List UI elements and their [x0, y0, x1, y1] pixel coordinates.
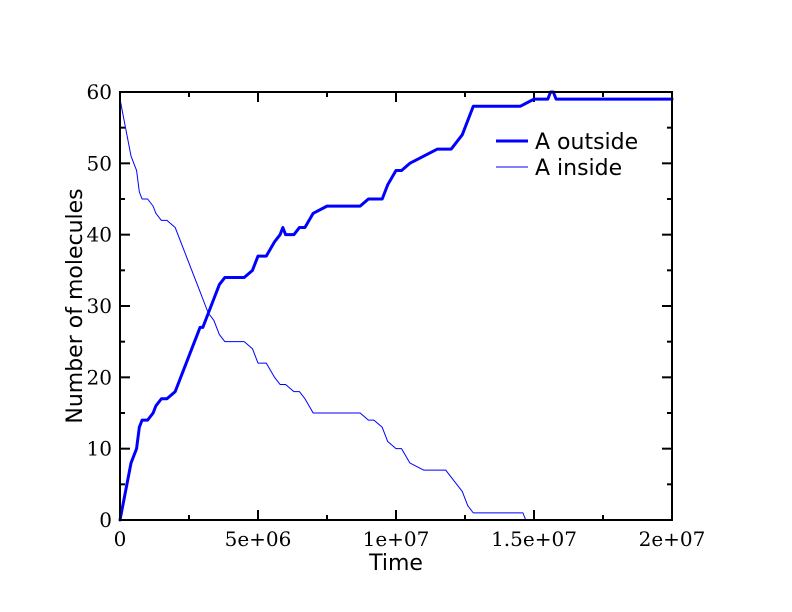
series-layer [118, 90, 674, 522]
x-tick-label: 1.5e+07 [491, 527, 577, 551]
series-line-a-inside [119, 98, 527, 521]
y-tick-label: 50 [87, 151, 112, 175]
x-axis-label: Time [368, 551, 423, 576]
legend-label-a-inside: A inside [535, 156, 622, 181]
x-tick-label: 1e+07 [363, 527, 430, 551]
x-tick-label: 5e+06 [225, 527, 292, 551]
y-tick-label: 0 [99, 508, 112, 532]
y-tick-label: 20 [87, 365, 112, 389]
y-tick-label: 30 [87, 294, 112, 318]
x-tick-label: 2e+07 [639, 527, 706, 551]
y-tick-label: 40 [87, 223, 112, 247]
y-axis-label: Number of molecules [63, 188, 88, 423]
series-line-a-outside [118, 90, 674, 522]
x-tick-label: 0 [114, 527, 127, 551]
tick-labels: 0 5e+06 1e+07 1.5e+07 2e+07 0 10 20 30 40 50 60 [87, 80, 706, 551]
legend-label-a-outside: A outside [535, 130, 638, 155]
y-tick-label: 60 [87, 80, 112, 104]
y-tick-label: 10 [87, 437, 112, 461]
plot-frame [119, 91, 673, 521]
